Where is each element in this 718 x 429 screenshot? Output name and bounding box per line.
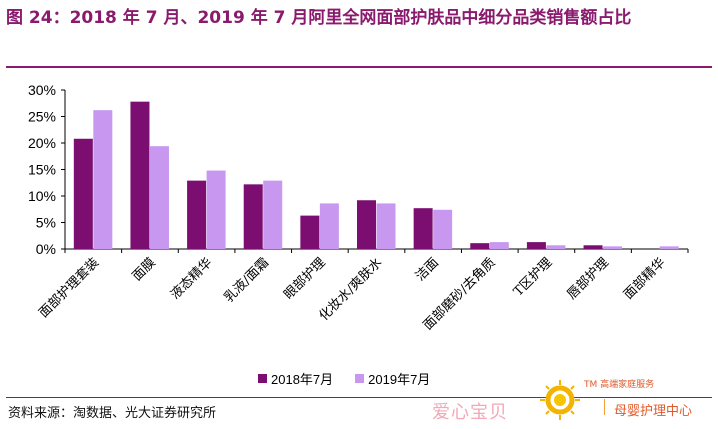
bar-2018 [300,215,320,249]
bar-2019 [206,170,226,249]
watermark-tm-text: TM 高端家庭服务 [584,380,655,390]
bar-2019 [93,110,113,249]
chart-title: 图 24：2018 年 7 月、2019 年 7 月阿里全网面部护肤品中细分品类… [6,8,632,28]
legend-item-2018: 2018年7月 [258,369,333,388]
y-tick-label: 20% [28,135,56,151]
bar-chart: 0% 5% 10% 15% 20% 25% 30% 面部护理套装 面膜 液态精华 乳液/面霜 眼部护理… [28,82,689,333]
legend: 2018年7月 2019年7月 [258,369,430,388]
watermark-sun-logo [540,380,580,420]
x-tick-label: 面膜 [130,255,159,284]
y-tick-label: 0% [36,241,56,257]
y-tick-label: 15% [28,162,56,178]
y-tick-label: 30% [28,82,56,98]
x-tick-label: T区护理 [511,255,555,299]
bar-2018 [470,243,490,249]
bar-2019 [489,242,509,249]
x-tick-label: 面部精华 [621,255,668,302]
bar-2019 [603,246,623,249]
x-tick-label: 眼部护理 [281,255,328,302]
bar-2018 [526,242,546,249]
legend-label-2018: 2018年7月 [271,372,334,387]
bar-2019 [319,203,339,249]
watermark-separator [604,399,605,415]
bar-2018 [413,208,433,249]
x-tick-label: 面部护理套装 [36,255,102,321]
legend-label-2019: 2019年7月 [368,372,431,387]
bar-2019 [546,245,566,249]
title-divider [6,66,712,68]
x-tick-label: 液态精华 [168,255,215,302]
legend-swatch-2018 [258,374,267,383]
bar-2018 [130,101,150,249]
y-tick-label: 10% [28,188,56,204]
y-tick-label: 5% [36,215,56,231]
bar-2018 [73,138,93,249]
footer-divider [6,397,712,398]
x-tick-label: 乳液/面霜 [222,255,272,305]
watermark-subtitle: 母婴护理中心 [614,404,693,419]
bar-2019 [376,203,396,249]
bar-2018 [243,184,263,249]
source-note: 资料来源：淘数据、光大证券研究所 [8,406,217,421]
x-tick-label: 洁面 [413,255,442,284]
bar-2018 [357,200,376,249]
bar-2018 [187,180,207,249]
watermark-brand: 爱心宝贝 [432,402,508,423]
legend-item-2019: 2019年7月 [355,369,430,388]
y-tick-label: 25% [28,109,56,125]
x-tick-label: 唇部护理 [564,255,611,302]
bar-2019 [263,180,283,249]
bar-2019 [659,246,679,249]
bar-2019 [149,146,169,249]
bar-2018 [583,245,603,249]
bar-2019 [433,209,453,249]
legend-swatch-2019 [355,374,365,383]
